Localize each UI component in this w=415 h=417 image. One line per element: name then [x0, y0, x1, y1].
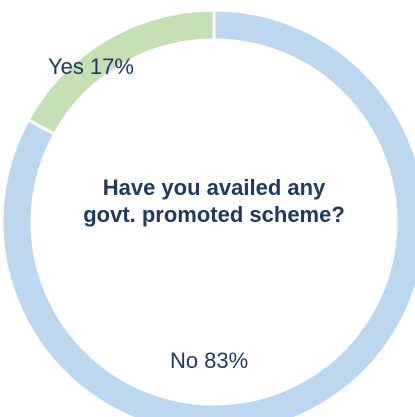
donut-segment [0, 8, 415, 417]
value-label: 83% [204, 348, 248, 373]
category-label: Yes [48, 54, 84, 79]
value-label: 17% [90, 54, 134, 79]
data-label: Yes 17% [48, 54, 134, 79]
data-label: No 83% [170, 348, 248, 373]
category-label: No [170, 348, 198, 373]
chart-title: Have you availed any govt. promoted sche… [83, 175, 345, 227]
